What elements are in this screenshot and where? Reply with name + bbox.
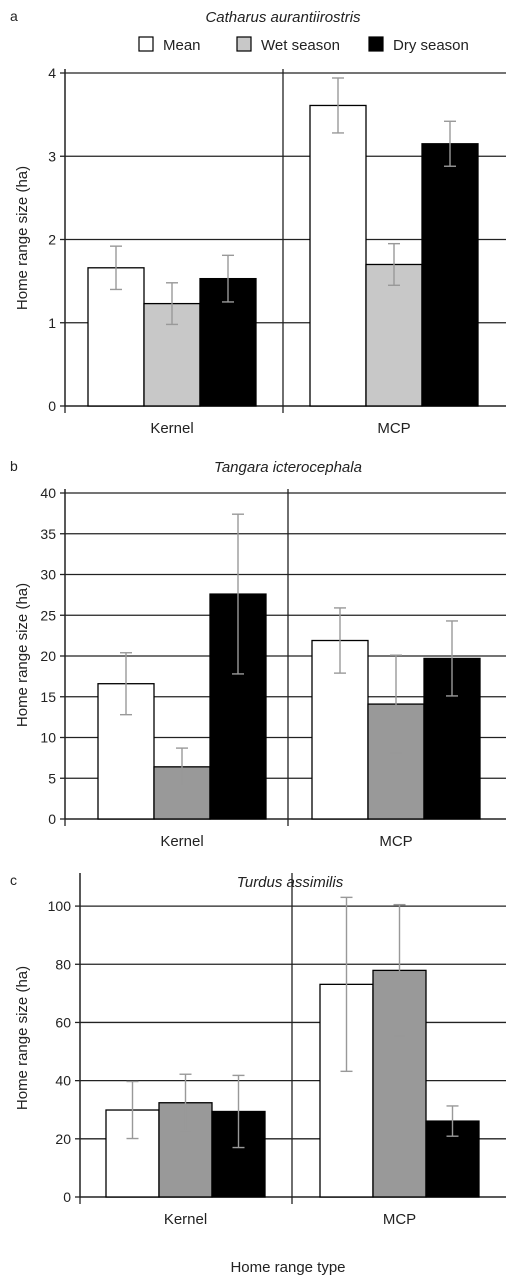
panel-c-xlabel: Home range type — [230, 1259, 345, 1276]
panel-a-ylabel: Home range size (ha) — [14, 166, 31, 310]
legend-swatch-wet — [236, 36, 252, 52]
panel-a-ytick-label: 4 — [48, 65, 56, 81]
panel-a-title: Catharus aurantiirostris — [205, 9, 361, 26]
panel-b-ylabel: Home range size (ha) — [14, 583, 31, 727]
panel-c-ytick-label: 0 — [63, 1189, 71, 1205]
panel-b-ytick-label: 0 — [48, 811, 56, 827]
panel-b-bar — [367, 703, 425, 820]
panel-c-category-label: Kernel — [164, 1211, 207, 1228]
panel-b-bar — [97, 683, 155, 820]
panel-c-category-label: MCP — [383, 1211, 416, 1228]
panel-c-ytick-label: 80 — [55, 956, 71, 972]
legend-label-mean: Mean — [163, 37, 201, 54]
panel-c-plot: 0 20 40 60 80 100 Kernel MCP — [48, 873, 506, 1228]
panel-b-ytick-label: 25 — [40, 607, 56, 623]
panel-c-ytick-label: 60 — [55, 1014, 71, 1030]
panel-b-ytick-label: 35 — [40, 526, 56, 542]
panel-c-ylabel: Home range size (ha) — [14, 966, 31, 1110]
panel-b-ytick-label: 15 — [40, 689, 56, 705]
panel-c-title: Turdus assimilis — [237, 874, 344, 891]
panel-a-category-label: Kernel — [150, 420, 193, 437]
panel-a-ytick-label: 1 — [48, 315, 56, 331]
panel-b-ytick-label: 40 — [40, 485, 56, 501]
panel-a-bar — [309, 104, 367, 407]
legend-label-wet: Wet season — [261, 37, 340, 54]
panel-b-ytick-label: 10 — [40, 730, 56, 746]
panel-c: c Turdus assimilis Home range size (ha) … — [10, 872, 506, 1276]
panel-c-bar — [425, 1120, 480, 1198]
panel-b: b Tangara icterocephala Home range size … — [10, 458, 506, 850]
panel-a-category-label: MCP — [377, 420, 410, 437]
panel-b-ytick-label: 20 — [40, 648, 56, 664]
legend: Mean Wet season Dry season — [138, 36, 469, 54]
panel-b-title: Tangara icterocephala — [214, 459, 362, 476]
legend-swatch-mean — [138, 36, 154, 52]
panel-b-plot: 0 5 10 15 20 25 30 35 40 Kernel MCP — [40, 485, 506, 850]
panel-a-ytick-label: 2 — [48, 232, 56, 248]
legend-swatch-dry — [368, 36, 384, 52]
panel-a-ytick-label: 0 — [48, 398, 56, 414]
panel-a-bar — [365, 263, 423, 407]
panel-b-category-label: MCP — [379, 833, 412, 850]
panel-b-category-label: Kernel — [160, 833, 203, 850]
panel-letter-c: c — [10, 872, 17, 888]
panel-letter-b: b — [10, 458, 18, 474]
panel-a-plot: 0 1 2 3 4 Kernel MCP — [48, 65, 506, 437]
panel-letter-a: a — [10, 8, 18, 24]
legend-label-dry: Dry season — [393, 37, 469, 54]
panel-b-ytick-label: 5 — [48, 770, 56, 786]
panel-a-ytick-label: 3 — [48, 148, 56, 164]
panel-c-ytick-label: 20 — [55, 1131, 71, 1147]
panel-b-ytick-label: 30 — [40, 567, 56, 583]
panel-a-bar — [421, 143, 479, 407]
panel-c-ytick-label: 100 — [48, 898, 72, 914]
panel-a: a Catharus aurantiirostris Home range si… — [10, 8, 506, 437]
panel-c-ytick-label: 40 — [55, 1073, 71, 1089]
